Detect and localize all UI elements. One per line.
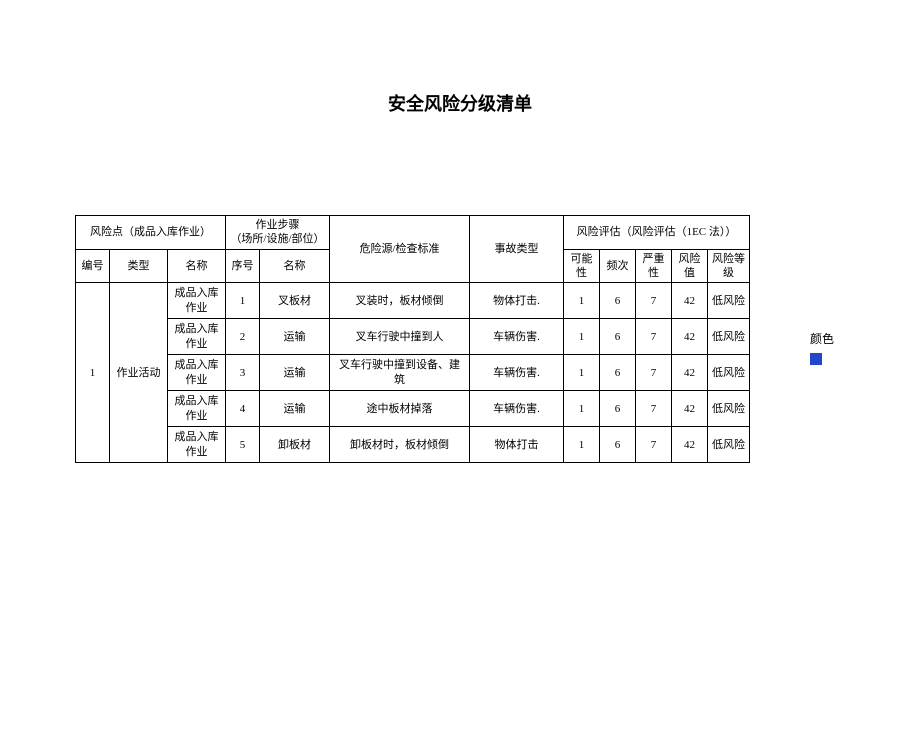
cell-step-name: 运输 [260, 319, 330, 355]
cell-accident: 车辆伤害. [470, 355, 564, 391]
cell-frequency: 6 [600, 391, 636, 427]
cell-value: 42 [672, 391, 708, 427]
hdr-assessment: 风险评估（风险评估（1EC 法）） [564, 216, 750, 250]
hdr-severity: 严重性 [636, 249, 672, 283]
hdr-risk-point: 风险点（成品入库作业） [76, 216, 226, 250]
hdr-value: 风险值 [672, 249, 708, 283]
cell-possibility: 1 [564, 283, 600, 319]
cell-group-id: 1 [76, 283, 110, 463]
table-row: 成品入库作业 3 运输 叉车行驶中撞到设备、建筑 车辆伤害. 1 6 7 42 … [76, 355, 750, 391]
hdr-name: 名称 [168, 249, 226, 283]
cell-possibility: 1 [564, 319, 600, 355]
cell-value: 42 [672, 355, 708, 391]
cell-frequency: 6 [600, 355, 636, 391]
cell-level: 低风险 [708, 355, 750, 391]
table-row: 成品入库作业 4 运输 途中板材掉落 车辆伤害. 1 6 7 42 低风险 [76, 391, 750, 427]
cell-accident: 车辆伤害. [470, 319, 564, 355]
hdr-frequency: 频次 [600, 249, 636, 283]
cell-step-name: 运输 [260, 355, 330, 391]
cell-possibility: 1 [564, 427, 600, 463]
cell-value: 42 [672, 319, 708, 355]
hdr-step-line1: 作业步骤 [256, 219, 300, 231]
cell-accident: 物体打击 [470, 427, 564, 463]
risk-table: 风险点（成品入库作业） 作业步骤 （场所/设施/部位） 危险源/检查标准 事故类… [75, 215, 750, 463]
cell-accident: 物体打击. [470, 283, 564, 319]
cell-name: 成品入库作业 [168, 391, 226, 427]
cell-hazard: 叉车行驶中撞到人 [330, 319, 470, 355]
cell-hazard: 途中板材掉落 [330, 391, 470, 427]
cell-name: 成品入库作业 [168, 355, 226, 391]
table-row: 成品入库作业 2 运输 叉车行驶中撞到人 车辆伤害. 1 6 7 42 低风险 [76, 319, 750, 355]
cell-level: 低风险 [708, 391, 750, 427]
hdr-type: 类型 [110, 249, 168, 283]
cell-level: 低风险 [708, 427, 750, 463]
cell-frequency: 6 [600, 283, 636, 319]
cell-value: 42 [672, 283, 708, 319]
cell-severity: 7 [636, 283, 672, 319]
hdr-step-name: 名称 [260, 249, 330, 283]
hdr-step-no: 序号 [226, 249, 260, 283]
hdr-accident: 事故类型 [470, 216, 564, 283]
cell-hazard: 叉装时，板材倾倒 [330, 283, 470, 319]
cell-level: 低风险 [708, 283, 750, 319]
hdr-hazard: 危险源/检查标准 [330, 216, 470, 283]
cell-value: 42 [672, 427, 708, 463]
risk-table-container: 风险点（成品入库作业） 作业步骤 （场所/设施/部位） 危险源/检查标准 事故类… [75, 215, 750, 463]
cell-name: 成品入库作业 [168, 427, 226, 463]
cell-possibility: 1 [564, 355, 600, 391]
cell-severity: 7 [636, 355, 672, 391]
cell-possibility: 1 [564, 391, 600, 427]
cell-step-name: 运输 [260, 391, 330, 427]
cell-hazard: 卸板材时，板材倾倒 [330, 427, 470, 463]
cell-step-name: 叉板材 [260, 283, 330, 319]
table-row: 1 作业活动 成品入库作业 1 叉板材 叉装时，板材倾倒 物体打击. 1 6 7… [76, 283, 750, 319]
hdr-step-line2: （场所/设施/部位） [230, 233, 324, 245]
cell-frequency: 6 [600, 427, 636, 463]
cell-step-no: 4 [226, 391, 260, 427]
legend-label: 颜色 [810, 332, 834, 346]
cell-level: 低风险 [708, 319, 750, 355]
cell-step-no: 2 [226, 319, 260, 355]
hdr-level: 风险等级 [708, 249, 750, 283]
cell-severity: 7 [636, 427, 672, 463]
cell-severity: 7 [636, 391, 672, 427]
cell-group-type: 作业活动 [110, 283, 168, 463]
cell-step-name: 卸板材 [260, 427, 330, 463]
page-title: 安全风险分级清单 [0, 90, 920, 116]
hdr-possibility: 可能性 [564, 249, 600, 283]
table-row: 成品入库作业 5 卸板材 卸板材时，板材倾倒 物体打击 1 6 7 42 低风险 [76, 427, 750, 463]
hdr-step: 作业步骤 （场所/设施/部位） [226, 216, 330, 250]
cell-hazard: 叉车行驶中撞到设备、建筑 [330, 355, 470, 391]
legend-swatch [810, 353, 822, 365]
hdr-id: 编号 [76, 249, 110, 283]
cell-step-no: 3 [226, 355, 260, 391]
cell-accident: 车辆伤害. [470, 391, 564, 427]
cell-step-no: 5 [226, 427, 260, 463]
cell-name: 成品入库作业 [168, 319, 226, 355]
cell-step-no: 1 [226, 283, 260, 319]
cell-severity: 7 [636, 319, 672, 355]
cell-frequency: 6 [600, 319, 636, 355]
legend: 颜色 [810, 330, 834, 365]
cell-name: 成品入库作业 [168, 283, 226, 319]
